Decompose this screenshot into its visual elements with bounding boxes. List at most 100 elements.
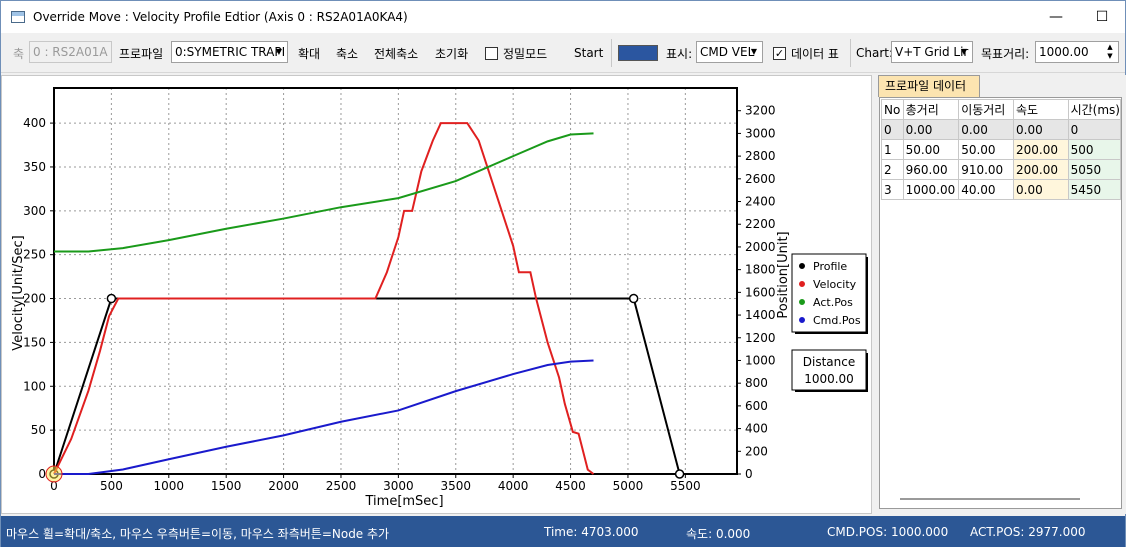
- y2-tick-label: 2400: [745, 195, 776, 209]
- chevron-down-icon: ▼: [275, 47, 283, 56]
- status-bar: 마우스 휠=확대/축소, 마우스 우측버튼=이동, 마우스 좌측버튼=Node …: [1, 516, 1125, 547]
- y2-tick-label: 800: [745, 376, 768, 390]
- column-header[interactable]: 시간(ms): [1067, 99, 1122, 120]
- legend-marker: [799, 281, 805, 287]
- y-tick-label: 350: [23, 160, 46, 174]
- color-picker-button[interactable]: [618, 33, 658, 73]
- table-row[interactable]: 0 0.00 0.00 0.00 0: [881, 119, 1122, 140]
- table-cell[interactable]: 200.00: [1013, 139, 1069, 160]
- column-header[interactable]: 이동거리: [958, 99, 1015, 120]
- horizontal-scrollbar[interactable]: [900, 498, 1080, 500]
- table-cell[interactable]: 1000.00: [902, 179, 960, 200]
- zoom-in-button[interactable]: 확대: [298, 46, 321, 61]
- x-tick-label: 5000: [613, 479, 644, 493]
- profile-label: 프로파일: [119, 46, 164, 61]
- y-tick-label: 100: [23, 379, 46, 393]
- distance-label: Distance: [803, 355, 855, 369]
- table-cell[interactable]: 5450: [1067, 179, 1122, 200]
- table-cell[interactable]: 40.00: [958, 179, 1015, 200]
- maximize-button[interactable]: ☐: [1079, 1, 1125, 33]
- table-row[interactable]: 1 50.00 50.00 200.00 500: [881, 139, 1122, 160]
- table-cell[interactable]: 2: [881, 159, 904, 180]
- checkmark-icon: ✓: [773, 46, 786, 60]
- zoom-out-all-button[interactable]: 전체축소: [374, 46, 419, 61]
- table-cell[interactable]: 500: [1067, 139, 1122, 160]
- series-line-velocity: [53, 122, 595, 475]
- x-tick-label: 2000: [268, 479, 299, 493]
- x-tick-label: 1000: [154, 479, 185, 493]
- y-tick-label: 50: [31, 423, 46, 437]
- data-table-checkbox[interactable]: ✓ 데이터 표: [773, 46, 839, 61]
- column-header[interactable]: 속도: [1013, 99, 1069, 120]
- series-line-act-pos: [54, 132, 594, 253]
- table-cell[interactable]: 3: [881, 179, 904, 200]
- y-tick-label: 200: [23, 292, 46, 306]
- column-header[interactable]: 총거리: [902, 99, 960, 120]
- x-tick-label: 500: [100, 479, 123, 493]
- table-row[interactable]: 3 1000.00 40.00 0.00 5450: [881, 179, 1122, 200]
- table-row[interactable]: 2 960.00 910.00 200.00 5050: [881, 159, 1122, 180]
- y2-tick-label: 1800: [745, 263, 776, 277]
- maximize-icon: ☐: [1095, 9, 1109, 25]
- distance-value: 1000.00: [804, 372, 854, 386]
- table-cell[interactable]: 5050: [1067, 159, 1122, 180]
- table-cell[interactable]: 200.00: [1013, 159, 1069, 180]
- table-cell[interactable]: 0.00: [958, 119, 1015, 140]
- y2-tick-label: 1200: [745, 331, 776, 345]
- mouse-hint: 마우스 휠=확대/축소, 마우스 우측버튼=이동, 마우스 좌측버튼=Node …: [6, 527, 390, 541]
- y2-tick-label: 3000: [745, 126, 776, 140]
- table-cell[interactable]: 910.00: [958, 159, 1015, 180]
- spinner-arrows-icon[interactable]: ▲ ▼: [1107, 43, 1113, 60]
- target-distance-spinner[interactable]: 1000.00 ▲ ▼: [1035, 41, 1119, 63]
- table-cell[interactable]: 0: [1067, 119, 1122, 140]
- chart-panel[interactable]: 0 500 1000 1500 2000 2500 3000 3500 4000 4500 5000…: [1, 75, 872, 514]
- start-button[interactable]: Start: [574, 46, 604, 60]
- legend-marker: [799, 263, 805, 269]
- y-tick-label: 400: [23, 116, 46, 130]
- title-bar: Override Move : Velocity Profile Edtior …: [1, 1, 1125, 33]
- selected-node: [45, 465, 63, 483]
- reset-button[interactable]: 초기화: [435, 46, 469, 61]
- table-cell[interactable]: 960.00: [902, 159, 960, 180]
- table-cell[interactable]: 0: [881, 119, 904, 140]
- table-cell[interactable]: 0.00: [1013, 119, 1069, 140]
- toolbar-separator: [850, 39, 851, 67]
- table-cell[interactable]: 1: [881, 139, 904, 160]
- profile-node: [628, 293, 639, 304]
- y-axis-label: Velocity[Unit/Sec]: [11, 235, 26, 350]
- legend-marker: [799, 317, 805, 323]
- tab-profile-data[interactable]: 프로파일 데이터: [878, 75, 980, 97]
- y2-axis-label: Position[Unit]: [776, 231, 791, 318]
- x-tick-label: 3500: [440, 479, 471, 493]
- y2-tick-label: 200: [745, 444, 768, 458]
- precision-mode-checkbox[interactable]: 정밀모드: [485, 33, 547, 73]
- distance-box-shadow: [795, 390, 868, 392]
- zoom-out-button[interactable]: 축소: [336, 46, 359, 61]
- y2-tick-label: 2600: [745, 172, 776, 186]
- profile-data-grid[interactable]: No 총거리 이동거리 속도 시간(ms) 0 0.00 0.00 0.00 0 1 50.00 50…: [879, 97, 1122, 509]
- column-header[interactable]: No: [881, 99, 904, 120]
- y2-tick-label: 600: [745, 399, 768, 413]
- act-pos-readout: ACT.POS: 2977.000: [970, 525, 1086, 539]
- x-tick-label: 1500: [211, 479, 242, 493]
- display-select[interactable]: CMD VEL ▼: [696, 41, 763, 63]
- chart-select[interactable]: V+T Grid Lir ▼: [891, 41, 973, 63]
- x-tick-label: 2500: [326, 479, 357, 493]
- legend-entry: Profile: [813, 260, 847, 273]
- toolbar: 축 0 : RS2A01A 프로파일 0:SYMETRIC TRAPI ▼ 확대 …: [1, 33, 1125, 73]
- velocity-profile-chart[interactable]: 0 500 1000 1500 2000 2500 3000 3500 4000 4500 5000…: [2, 76, 871, 513]
- color-swatch: [618, 45, 658, 61]
- minimize-button[interactable]: —: [1033, 1, 1079, 33]
- profile-select[interactable]: 0:SYMETRIC TRAPI ▼: [171, 41, 288, 63]
- profile-data-panel: 프로파일 데이터 No 총거리 이동거리 속도 시간(ms) 0 0.00 0.00 0.00…: [876, 75, 1126, 514]
- y-tick-label: 300: [23, 204, 46, 218]
- table-cell[interactable]: 0.00: [902, 119, 960, 140]
- time-readout: Time: 4703.000: [544, 525, 639, 539]
- table-cell[interactable]: 50.00: [958, 139, 1015, 160]
- legend-entry: Velocity: [813, 278, 857, 291]
- legend-shadow: [866, 257, 868, 334]
- axis-select[interactable]: 0 : RS2A01A: [29, 41, 112, 63]
- table-cell[interactable]: 50.00: [902, 139, 960, 160]
- table-cell[interactable]: 0.00: [1013, 179, 1069, 200]
- plot-area: [53, 87, 738, 475]
